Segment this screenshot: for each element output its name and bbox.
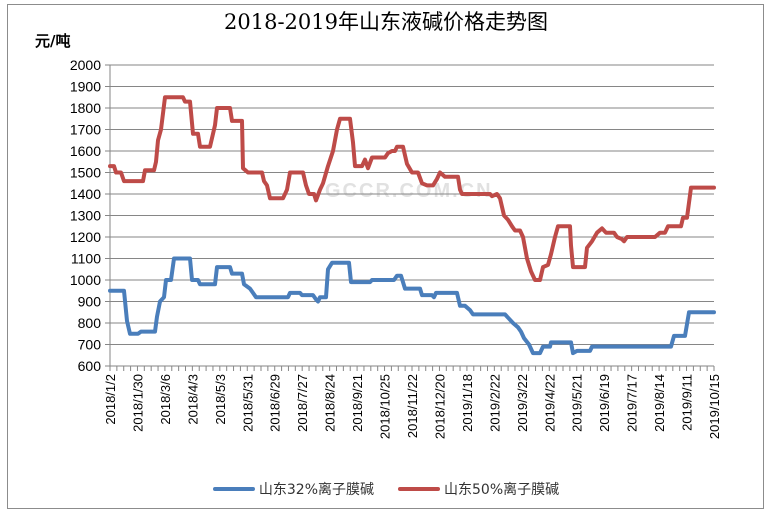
y-tick-label: 700 bbox=[78, 337, 102, 353]
legend-swatch-32 bbox=[212, 487, 255, 491]
x-tick-label: 2018/10/25 bbox=[378, 374, 393, 439]
x-tick-label: 2018/5/31 bbox=[240, 374, 255, 432]
x-tick-label: 2019/10/15 bbox=[707, 374, 722, 439]
y-tick-label: 600 bbox=[78, 358, 102, 374]
x-tick-label: 2018/3/6 bbox=[158, 374, 173, 425]
legend-item-50: 山东50%离子膜碱 bbox=[398, 479, 559, 499]
y-tick-label: 1000 bbox=[70, 272, 101, 288]
legend-item-32: 山东32%离子膜碱 bbox=[212, 479, 374, 499]
y-tick-label: 1200 bbox=[70, 229, 101, 245]
y-tick-label: 1400 bbox=[70, 186, 101, 202]
x-tick-label: 2018/12/20 bbox=[432, 374, 447, 439]
x-tick-label: 2018/5/3 bbox=[213, 374, 228, 425]
series-line-32 bbox=[108, 256, 716, 356]
y-tick-label: 1900 bbox=[70, 79, 101, 95]
x-tick-label: 2018/11/22 bbox=[405, 374, 420, 438]
chart-frame bbox=[7, 4, 764, 509]
y-tick-label: 1100 bbox=[71, 251, 101, 267]
gridlines bbox=[105, 64, 714, 371]
x-tick-label: 2018/1/2 bbox=[103, 374, 118, 425]
x-tick-label: 2019/9/11 bbox=[680, 374, 695, 431]
y-tick-label: 1700 bbox=[70, 122, 101, 138]
y-tick-label: 1500 bbox=[70, 165, 101, 181]
y-axis-ticks: 600 700 800 900 1000 1100 1200 1300 1400 1500 1600… bbox=[70, 57, 101, 374]
series-line-50 bbox=[108, 95, 716, 282]
x-tick-label: 2019/3/22 bbox=[515, 374, 530, 432]
y-tick-label: 2000 bbox=[70, 57, 101, 73]
y-tick-label: 1300 bbox=[70, 208, 101, 224]
y-tick-label: 1600 bbox=[70, 143, 101, 159]
x-tick-label: 2019/5/21 bbox=[570, 374, 585, 432]
x-tick-label: 2018/7/27 bbox=[295, 374, 310, 432]
y-tick-label: 1800 bbox=[70, 100, 101, 116]
x-tick-label: 2019/6/19 bbox=[597, 374, 612, 432]
watermark: GCCR.COM.CN bbox=[325, 180, 493, 202]
y-tick-label: 800 bbox=[78, 315, 102, 331]
x-tick-label: 2018/8/24 bbox=[323, 374, 338, 432]
y-tick-label: 900 bbox=[78, 294, 102, 310]
legend: 山东32%离子膜碱 山东50%离子膜碱 bbox=[0, 479, 772, 499]
legend-swatch-50 bbox=[398, 487, 440, 491]
legend-label-32: 山东32%离子膜碱 bbox=[258, 482, 374, 498]
y-axis-unit-label: 元/吨 bbox=[35, 32, 71, 50]
x-tick-label: 2019/4/22 bbox=[542, 374, 557, 432]
x-tick-label: 2018/4/3 bbox=[185, 374, 200, 425]
chart-title: 2018-2019年山东液碱价格走势图 bbox=[224, 10, 548, 34]
x-tick-label: 2018/1/30 bbox=[130, 374, 145, 432]
x-axis: 2018/1/2 2018/1/30 2018/3/6 2018/4/3 2018/5/… bbox=[103, 366, 722, 439]
x-tick-label: 2019/1/18 bbox=[460, 374, 475, 432]
x-tick-label: 2019/7/17 bbox=[625, 374, 640, 432]
x-tick-label: 2019/2/22 bbox=[487, 374, 502, 432]
data-series bbox=[108, 95, 716, 356]
x-tick-label: 2019/8/14 bbox=[652, 374, 667, 432]
x-tick-label: 2018/6/29 bbox=[268, 374, 283, 432]
legend-label-50: 山东50%离子膜碱 bbox=[444, 482, 560, 498]
x-tick-label: 2018/9/21 bbox=[350, 374, 365, 432]
